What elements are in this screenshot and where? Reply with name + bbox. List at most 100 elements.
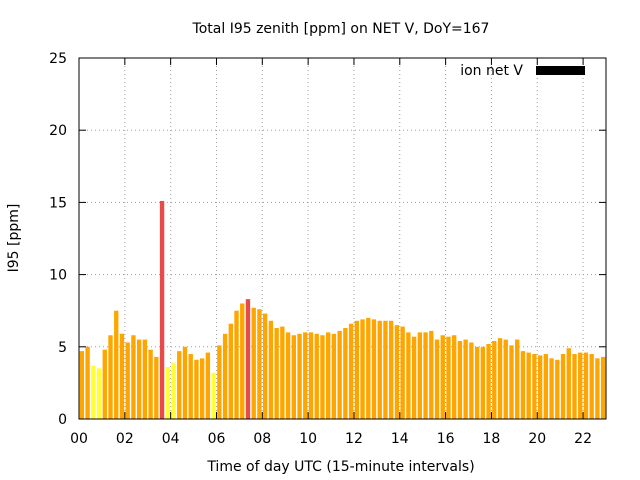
bar [583,352,589,419]
plot-frame [78,57,607,420]
bar [119,333,125,419]
bar [411,336,417,419]
bar [234,310,239,419]
bar [262,313,268,419]
bar [371,319,377,419]
bar [348,323,354,419]
x-tick-label: 02 [116,431,134,447]
bar [389,320,394,419]
bar [537,355,543,419]
bar [383,320,388,419]
bar [154,356,159,419]
bar [320,335,325,419]
bar [400,326,405,419]
axis-ticks [78,57,606,420]
bar [125,342,130,419]
bar [492,341,497,419]
bar [549,358,554,419]
x-tick-label: 16 [437,431,455,447]
x-tick-label: 22 [574,431,592,447]
bar [182,346,188,419]
bar [434,339,440,419]
bar [543,354,549,419]
bar [291,335,296,419]
bar [343,328,348,419]
bar [480,346,486,419]
y-tick-label: 25 [49,51,67,67]
bar [526,352,531,419]
bar [199,358,205,419]
bar [177,351,182,419]
bar [326,332,331,419]
bar [308,332,314,419]
bar [406,332,411,419]
bar [148,349,153,419]
x-tick-label: 12 [345,431,363,447]
x-tick-label: 18 [483,431,501,447]
legend: ion net V [460,63,585,79]
bar [360,319,365,419]
legend-swatch [536,66,585,75]
y-axis-label: I95 [ppm] [6,204,22,273]
bar [497,338,503,419]
bar [555,359,560,419]
bar [131,335,136,419]
bar [423,332,428,419]
bar [595,358,600,419]
bar [366,317,371,419]
bar [222,333,228,419]
bar [205,352,211,419]
bar [566,348,571,419]
bar [268,320,274,419]
bar [303,332,308,419]
bar [217,345,222,419]
bar [285,332,291,419]
bar [515,339,520,419]
y-tick-label: 5 [58,340,67,356]
bar [417,332,423,419]
x-tick-label: 04 [162,431,180,447]
bar [503,339,508,419]
bar [297,333,302,419]
x-tick-label: 08 [253,431,271,447]
bar [211,372,216,419]
bar [142,339,148,419]
bar [257,309,262,419]
bar [440,335,445,419]
x-tick-label: 06 [208,431,226,447]
bar [446,336,451,419]
bar [469,342,474,419]
bar [165,367,170,419]
bar [79,351,85,419]
bar [394,325,400,419]
bar [280,326,285,419]
bar [474,346,480,419]
x-tick-label: 14 [391,431,409,447]
bar [572,354,577,419]
bar [114,310,119,419]
bar [532,354,537,419]
bar [251,307,256,419]
x-axis-tick-labels: 00 02 04 06 08 10 12 14 16 18 20 22 [70,431,592,447]
bar [194,359,199,419]
x-axis-label: Time of day UTC (15-minute intervals) [206,459,474,475]
bar [108,335,113,419]
bar [159,200,165,419]
legend-label: ion net V [460,63,523,79]
y-tick-label: 10 [49,268,67,284]
bar [240,303,245,419]
bar [509,345,514,419]
bar [354,320,359,419]
grid-lines [79,58,606,419]
bar [452,335,457,419]
chart-title: Total I95 zenith [ppm] on NET V, DoY=167 [192,21,490,37]
bar [228,323,233,419]
bar [457,341,463,419]
bar [377,320,382,419]
bar [560,354,566,419]
bar [102,349,107,419]
bar [486,343,491,419]
bar [429,330,434,419]
bar [337,330,342,419]
